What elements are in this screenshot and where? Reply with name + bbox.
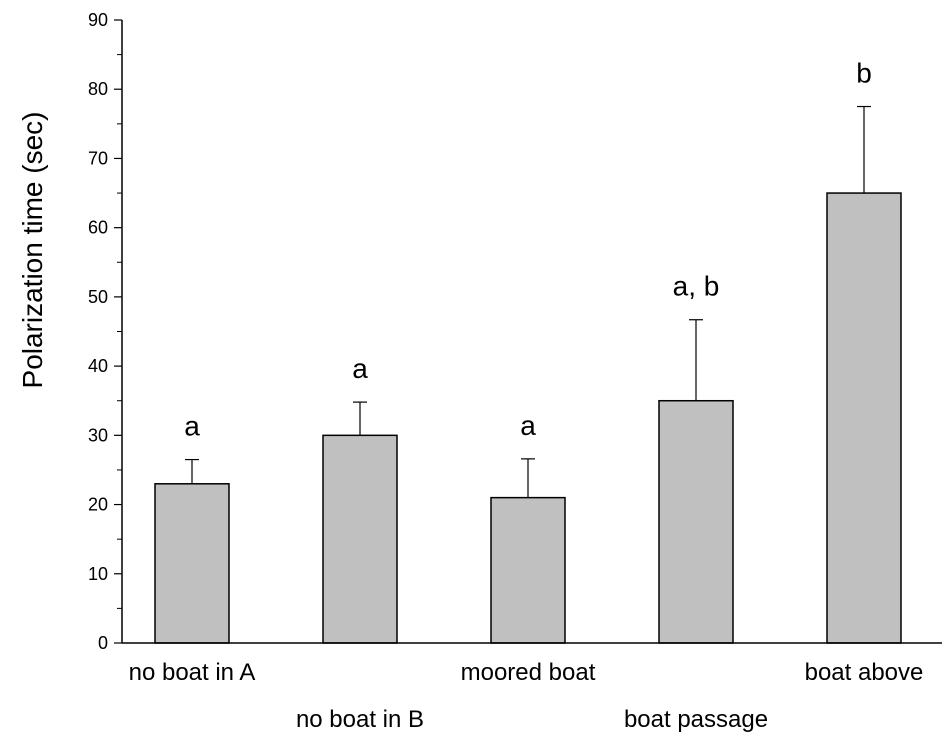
y-tick-label-4: 40 (88, 356, 108, 376)
bar-4 (826, 192, 902, 644)
y-tick-label-1: 10 (88, 564, 108, 584)
category-label-0: no boat in A (129, 659, 256, 686)
error-bars-group (185, 105, 871, 498)
bar-3 (658, 399, 734, 644)
category-label-1: no boat in B (296, 706, 424, 733)
axes-group: 0 10 20 30 40 50 60 70 80 90 (88, 10, 942, 653)
bar-1 (322, 434, 398, 644)
category-label-2: moored boat (461, 659, 596, 686)
significance-label-2: a (520, 410, 536, 441)
y-tick-label-3: 30 (88, 425, 108, 445)
y-tick-label-6: 60 (88, 218, 108, 238)
bar-2 (490, 496, 566, 644)
category-label-4: boat above (805, 659, 924, 686)
y-tick-label-8: 80 (88, 79, 108, 99)
y-tick-label-0: 0 (98, 633, 108, 653)
labels-group: a no boat in A a no boat in B a moored boat a,… (129, 58, 924, 733)
significance-label-1: a (352, 353, 368, 384)
bar-0 (154, 483, 230, 644)
significance-label-3: a, b (673, 271, 720, 302)
significance-label-4: b (856, 58, 872, 89)
y-tick-label-7: 70 (88, 148, 108, 168)
y-axis-title: Polarization time (sec) (17, 112, 48, 389)
category-label-3: boat passage (624, 706, 768, 733)
y-tick-label-2: 20 (88, 495, 108, 515)
y-tick-label-5: 50 (88, 287, 108, 307)
significance-label-0: a (184, 411, 200, 442)
y-tick-label-9: 90 (88, 10, 108, 30)
